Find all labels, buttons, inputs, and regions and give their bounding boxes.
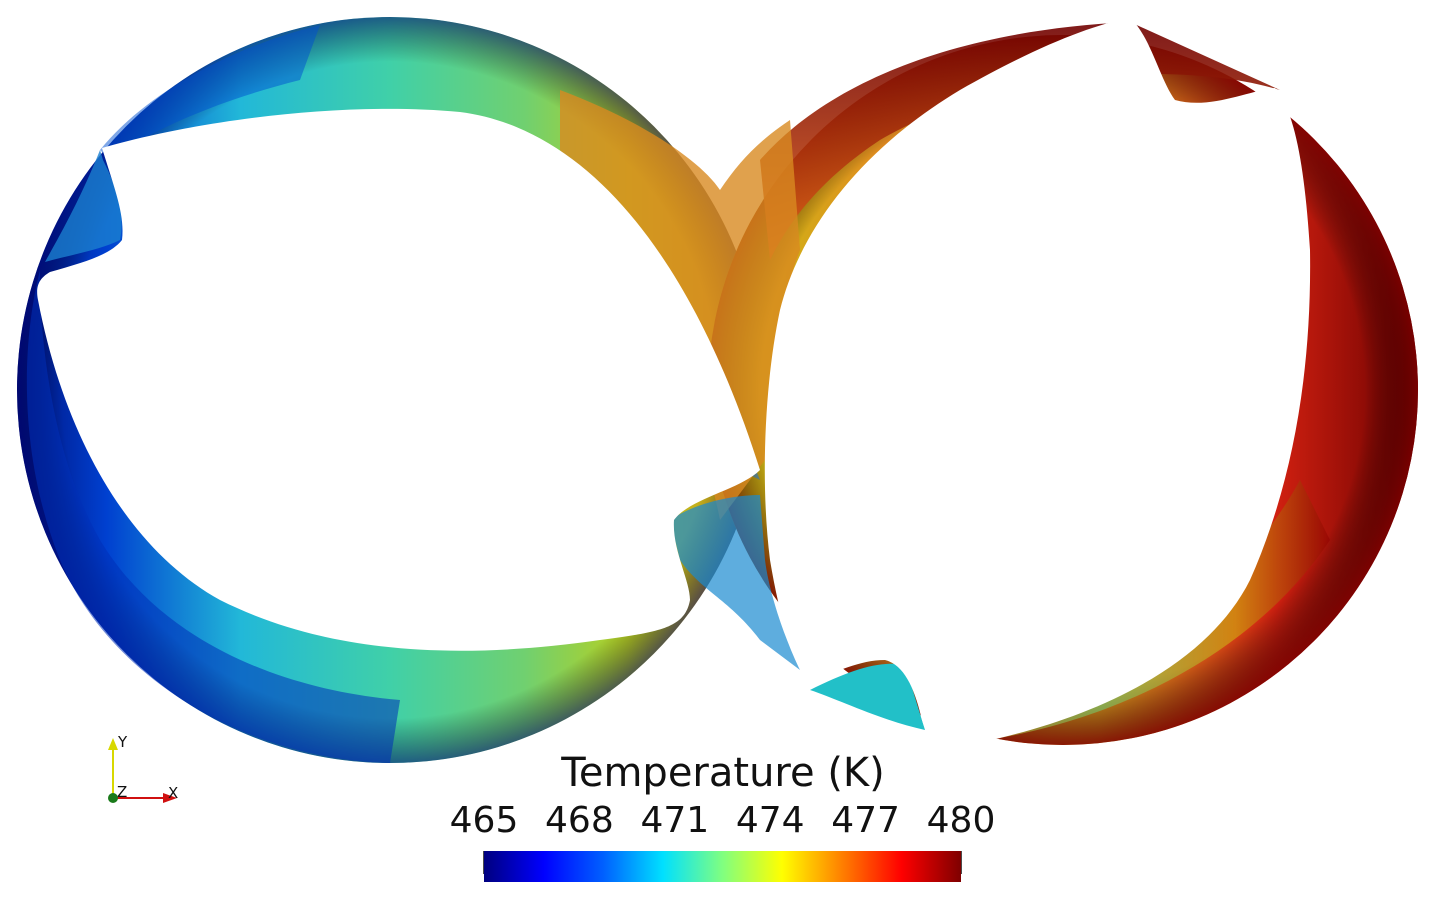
colorbar	[484, 851, 961, 882]
y-axis-arrow	[108, 738, 118, 750]
axes-triad	[108, 738, 177, 803]
right-rotor-lobe	[764, 18, 1311, 748]
legend-tick-label: 468	[545, 800, 614, 841]
x-axis-label: X	[168, 784, 179, 802]
left-rotor-lobe	[37, 108, 760, 651]
z-axis-dot	[108, 793, 118, 803]
legend-tick-label: 474	[735, 800, 805, 841]
legend-title: Temperature (K)	[561, 750, 885, 796]
legend-tick-label: 480	[926, 800, 996, 841]
z-axis-label: Z	[117, 783, 128, 801]
x-axis-arrow	[163, 793, 177, 803]
legend-tick-label: 477	[831, 800, 900, 841]
legend-tick-label: 465	[449, 800, 519, 841]
y-axis-label: Y	[118, 733, 128, 751]
legend-tick-label: 471	[640, 800, 710, 841]
